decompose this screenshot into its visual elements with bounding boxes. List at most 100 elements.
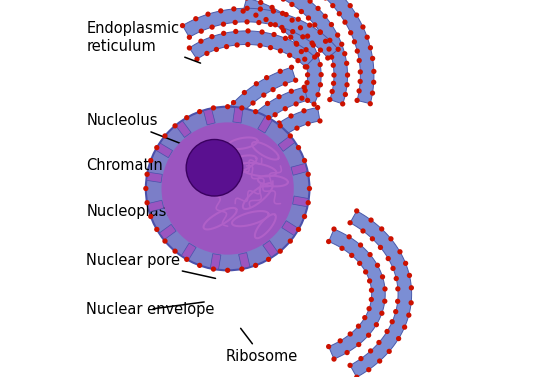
Circle shape	[347, 3, 353, 8]
Circle shape	[239, 105, 244, 110]
Circle shape	[344, 61, 349, 66]
Circle shape	[233, 29, 238, 34]
Circle shape	[331, 72, 337, 78]
Circle shape	[235, 42, 240, 48]
Circle shape	[186, 139, 243, 196]
Circle shape	[363, 269, 369, 274]
Circle shape	[263, 17, 269, 22]
Circle shape	[210, 197, 215, 202]
Circle shape	[214, 47, 219, 52]
Circle shape	[282, 106, 288, 111]
Circle shape	[302, 214, 307, 219]
Circle shape	[367, 101, 373, 106]
Circle shape	[229, 142, 234, 147]
Polygon shape	[204, 109, 215, 125]
Circle shape	[362, 315, 367, 320]
Circle shape	[329, 54, 334, 60]
Text: Nucleoplasm: Nucleoplasm	[86, 204, 197, 219]
Circle shape	[203, 144, 208, 149]
Polygon shape	[350, 211, 411, 377]
Polygon shape	[147, 172, 162, 182]
Text: Nucleolus: Nucleolus	[86, 113, 197, 150]
Circle shape	[193, 16, 198, 21]
Circle shape	[393, 276, 399, 281]
Circle shape	[354, 208, 359, 214]
Circle shape	[294, 41, 299, 46]
Circle shape	[302, 64, 308, 69]
Circle shape	[281, 0, 286, 2]
Circle shape	[231, 100, 236, 105]
Circle shape	[354, 49, 360, 54]
Circle shape	[382, 286, 388, 291]
Circle shape	[184, 257, 189, 262]
Circle shape	[290, 29, 295, 34]
Circle shape	[250, 100, 256, 106]
Polygon shape	[210, 254, 221, 269]
Circle shape	[233, 20, 238, 25]
Circle shape	[348, 30, 353, 35]
Circle shape	[331, 356, 337, 362]
Circle shape	[241, 8, 246, 14]
Circle shape	[371, 80, 376, 85]
Circle shape	[232, 193, 237, 198]
Circle shape	[209, 34, 215, 39]
Circle shape	[257, 167, 263, 172]
Polygon shape	[189, 31, 315, 67]
Circle shape	[347, 220, 353, 225]
Circle shape	[305, 80, 309, 85]
Circle shape	[219, 231, 224, 236]
Circle shape	[349, 253, 354, 258]
Circle shape	[396, 336, 401, 341]
Circle shape	[374, 322, 379, 327]
Circle shape	[301, 108, 307, 113]
Circle shape	[212, 161, 217, 166]
Circle shape	[358, 242, 363, 248]
Circle shape	[318, 29, 323, 35]
Circle shape	[299, 49, 304, 54]
Circle shape	[220, 169, 225, 174]
Circle shape	[232, 182, 237, 187]
Circle shape	[243, 120, 248, 125]
Circle shape	[209, 184, 215, 189]
Circle shape	[236, 160, 241, 166]
Circle shape	[187, 45, 192, 51]
Circle shape	[258, 6, 263, 12]
Circle shape	[180, 23, 185, 28]
Circle shape	[210, 174, 215, 179]
Circle shape	[307, 23, 312, 28]
Circle shape	[268, 22, 273, 27]
Circle shape	[245, 42, 250, 47]
Polygon shape	[293, 196, 308, 207]
Circle shape	[244, 163, 250, 168]
Circle shape	[330, 89, 335, 94]
Circle shape	[254, 188, 260, 193]
Circle shape	[242, 90, 247, 95]
Circle shape	[365, 35, 370, 40]
Circle shape	[377, 359, 382, 364]
Circle shape	[268, 45, 273, 50]
Circle shape	[395, 286, 401, 291]
Circle shape	[343, 20, 347, 25]
Circle shape	[335, 47, 341, 52]
Circle shape	[406, 313, 411, 318]
Circle shape	[299, 9, 304, 14]
Circle shape	[256, 199, 261, 204]
Circle shape	[317, 118, 322, 124]
Polygon shape	[148, 200, 164, 212]
Circle shape	[366, 333, 371, 338]
Polygon shape	[233, 107, 243, 123]
Circle shape	[187, 35, 192, 40]
Circle shape	[327, 97, 332, 102]
Circle shape	[273, 22, 278, 28]
Circle shape	[360, 228, 366, 234]
Text: Chromatin: Chromatin	[86, 158, 197, 181]
Circle shape	[163, 133, 167, 139]
Circle shape	[223, 156, 228, 161]
Circle shape	[220, 139, 225, 144]
Polygon shape	[278, 136, 295, 151]
Circle shape	[337, 11, 342, 16]
Circle shape	[272, 32, 276, 37]
Circle shape	[272, 230, 278, 235]
Circle shape	[234, 117, 239, 123]
Circle shape	[289, 65, 294, 70]
